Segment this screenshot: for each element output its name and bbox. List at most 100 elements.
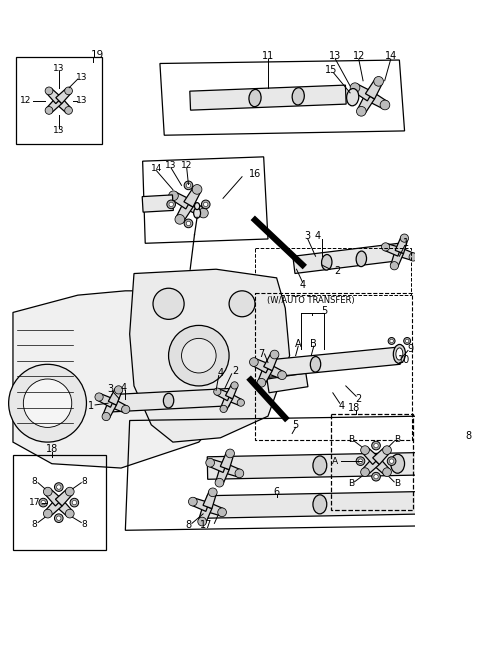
Text: 8: 8 <box>32 476 37 485</box>
Circle shape <box>229 291 255 317</box>
Text: 19: 19 <box>91 50 104 60</box>
Polygon shape <box>391 251 404 267</box>
Circle shape <box>65 509 74 518</box>
Circle shape <box>360 468 370 476</box>
Circle shape <box>358 459 362 463</box>
Ellipse shape <box>292 88 304 105</box>
Ellipse shape <box>249 89 261 107</box>
Text: B: B <box>348 435 354 444</box>
Polygon shape <box>209 459 227 472</box>
Text: 14: 14 <box>384 51 397 61</box>
Circle shape <box>382 243 390 251</box>
Bar <box>15 58 102 144</box>
Polygon shape <box>384 243 401 256</box>
Polygon shape <box>45 499 62 516</box>
Circle shape <box>121 405 130 413</box>
Text: A: A <box>295 338 301 348</box>
Circle shape <box>250 358 258 367</box>
Text: 12: 12 <box>20 96 32 105</box>
Circle shape <box>390 339 393 342</box>
Polygon shape <box>223 464 240 477</box>
Circle shape <box>39 499 48 507</box>
Polygon shape <box>252 359 270 373</box>
Circle shape <box>181 338 216 373</box>
Ellipse shape <box>193 208 201 218</box>
Polygon shape <box>216 466 229 484</box>
Bar <box>255 293 412 440</box>
Circle shape <box>198 517 206 526</box>
Circle shape <box>202 200 210 209</box>
Polygon shape <box>221 396 233 410</box>
Circle shape <box>184 219 193 228</box>
Polygon shape <box>372 458 390 475</box>
Text: 13: 13 <box>76 73 88 82</box>
Polygon shape <box>353 84 372 101</box>
Circle shape <box>356 457 365 466</box>
Text: 2: 2 <box>356 394 362 404</box>
Polygon shape <box>267 373 308 393</box>
Text: 8: 8 <box>82 476 87 485</box>
Circle shape <box>53 497 65 508</box>
Polygon shape <box>258 367 272 384</box>
Polygon shape <box>108 388 122 405</box>
Polygon shape <box>110 399 127 413</box>
Polygon shape <box>395 237 408 253</box>
Polygon shape <box>207 451 480 480</box>
Text: 8: 8 <box>466 431 471 441</box>
Circle shape <box>262 363 274 375</box>
Circle shape <box>270 350 279 359</box>
Circle shape <box>189 497 197 506</box>
Circle shape <box>357 106 366 116</box>
Circle shape <box>400 234 408 242</box>
Circle shape <box>360 446 370 455</box>
Text: 13: 13 <box>329 51 342 61</box>
Circle shape <box>219 462 231 474</box>
Circle shape <box>54 514 63 522</box>
Text: 1: 1 <box>403 238 409 248</box>
Circle shape <box>95 393 103 401</box>
Bar <box>255 247 410 295</box>
Text: 11: 11 <box>262 51 274 61</box>
Circle shape <box>202 501 214 513</box>
Circle shape <box>257 379 266 387</box>
Ellipse shape <box>393 344 406 363</box>
Text: 13: 13 <box>53 64 64 73</box>
Text: 3: 3 <box>108 384 114 394</box>
Text: 3: 3 <box>305 232 311 241</box>
Circle shape <box>57 485 61 489</box>
Circle shape <box>224 392 234 402</box>
Circle shape <box>374 474 378 479</box>
Polygon shape <box>130 269 289 442</box>
Circle shape <box>388 337 395 344</box>
Text: 5: 5 <box>292 420 299 430</box>
Polygon shape <box>207 489 480 518</box>
Text: 16: 16 <box>249 169 261 179</box>
Polygon shape <box>266 364 284 379</box>
Polygon shape <box>97 394 114 407</box>
Polygon shape <box>220 452 234 470</box>
Polygon shape <box>362 458 379 475</box>
Polygon shape <box>372 447 390 464</box>
Circle shape <box>409 253 417 261</box>
Polygon shape <box>367 92 387 109</box>
Ellipse shape <box>396 348 403 360</box>
Circle shape <box>372 441 380 450</box>
Circle shape <box>278 371 287 380</box>
Polygon shape <box>190 85 346 110</box>
Ellipse shape <box>456 454 468 472</box>
Circle shape <box>370 455 382 467</box>
Polygon shape <box>103 401 117 418</box>
Circle shape <box>389 459 394 463</box>
Circle shape <box>72 501 76 504</box>
Polygon shape <box>228 394 242 405</box>
Polygon shape <box>47 89 62 104</box>
Polygon shape <box>45 489 62 506</box>
Circle shape <box>206 459 215 467</box>
Circle shape <box>383 446 391 455</box>
Circle shape <box>168 325 229 386</box>
Polygon shape <box>365 79 383 99</box>
Text: 4: 4 <box>315 232 321 241</box>
Text: 4: 4 <box>300 279 306 290</box>
Circle shape <box>54 95 64 106</box>
Polygon shape <box>216 389 231 401</box>
